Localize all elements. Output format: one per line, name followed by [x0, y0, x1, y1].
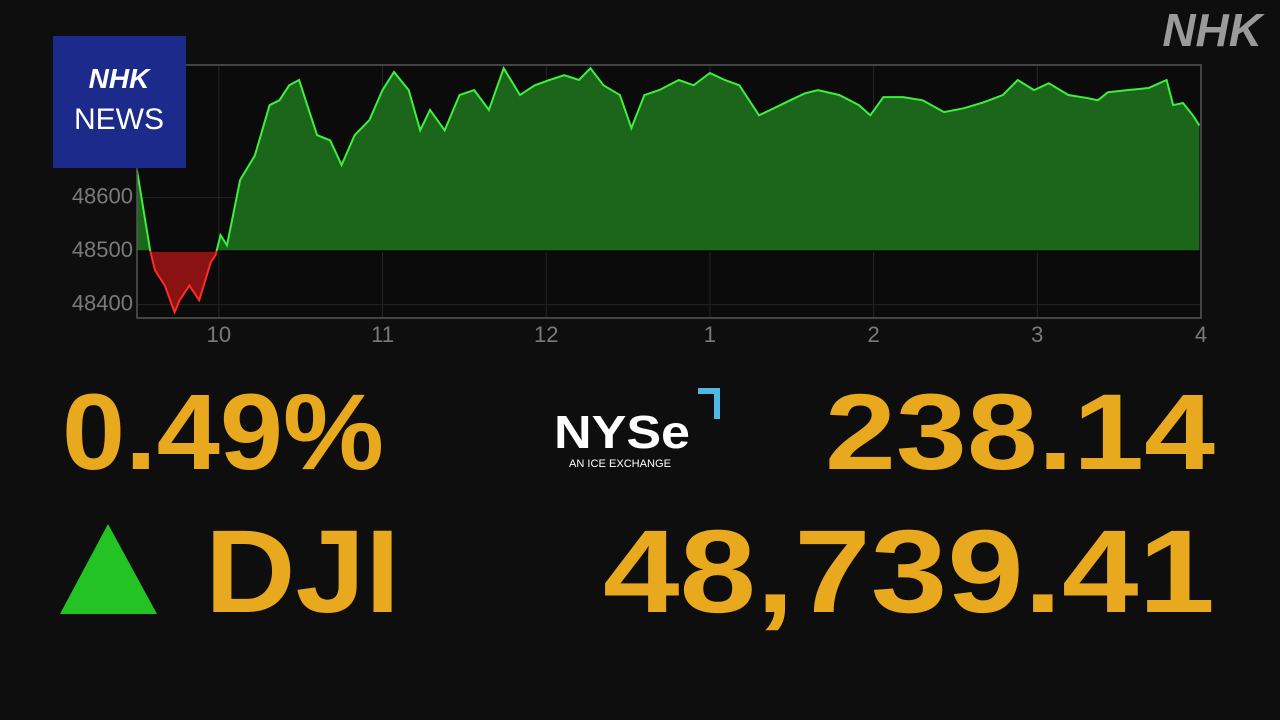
exchange-tagline: AN ICE EXCHANGE [569, 458, 671, 470]
y-tick-label: 48500 [72, 237, 133, 262]
area-above [137, 68, 1200, 252]
y-tick-label: 48600 [72, 183, 133, 208]
exchange-logo-mark [698, 388, 720, 419]
badge-line: NEWS [74, 103, 164, 136]
plot-border [136, 64, 1202, 319]
x-tick-label: 1 [704, 322, 716, 347]
x-tick-label: 11 [371, 322, 394, 347]
point-change: 238.14 [825, 371, 1215, 492]
index-name: DJI [205, 506, 400, 638]
x-tick-label: 3 [1031, 322, 1043, 347]
x-tick-label: 4 [1195, 322, 1207, 347]
x-tick-label: 12 [534, 322, 558, 347]
news-badge [53, 36, 186, 168]
exchange-logo: NYSe [554, 406, 690, 458]
change-percent: 0.49% [62, 371, 384, 492]
x-tick-label: 10 [207, 322, 231, 347]
index-price: 48,739.41 [603, 506, 1215, 638]
y-tick-label: 48400 [72, 290, 133, 315]
brand-logo: NHK [1162, 4, 1264, 56]
up-indicator [60, 524, 157, 614]
line-above [136, 65, 1201, 252]
x-tick-label: 2 [867, 322, 879, 347]
badge-line: NHK [89, 63, 151, 94]
